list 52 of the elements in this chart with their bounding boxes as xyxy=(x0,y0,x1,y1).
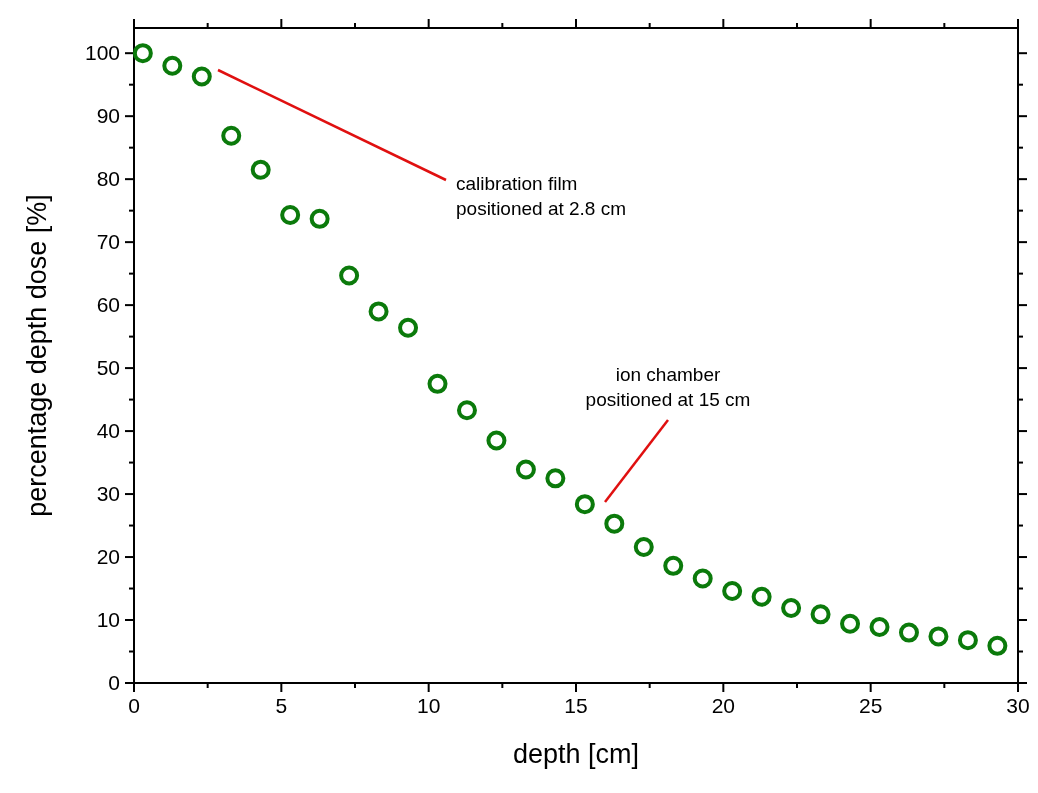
y-tick-label: 80 xyxy=(96,167,120,191)
y-tick-label: 0 xyxy=(108,671,120,694)
point xyxy=(781,598,802,619)
y-tick-label: 10 xyxy=(96,608,120,632)
point xyxy=(486,430,507,451)
x-tick-label: 30 xyxy=(1006,694,1030,717)
y-tick-label: 60 xyxy=(96,293,120,317)
point xyxy=(398,317,419,338)
x-tick-label: 15 xyxy=(564,694,588,717)
point xyxy=(191,66,212,87)
point xyxy=(810,604,831,625)
point xyxy=(456,400,477,421)
y-tick-label: 70 xyxy=(96,230,120,254)
point xyxy=(545,468,566,489)
point xyxy=(869,616,890,637)
point xyxy=(515,459,536,480)
point xyxy=(221,125,242,146)
point xyxy=(250,159,271,180)
point xyxy=(898,622,919,643)
annotation: ion chamber positioned at 15 cm xyxy=(585,364,751,410)
point xyxy=(368,301,389,322)
point xyxy=(751,586,772,607)
point xyxy=(427,373,448,394)
point xyxy=(692,568,713,589)
y-tick-label: 100 xyxy=(84,41,120,65)
annotation: calibration film positioned at 2.8 cm xyxy=(456,173,627,219)
x-tick-label: 5 xyxy=(275,694,288,717)
point xyxy=(663,555,684,576)
y-tick-label: 50 xyxy=(96,356,120,380)
y-axis-title: percentage depth dose [%] xyxy=(22,194,52,517)
y-tick-label: 90 xyxy=(96,104,120,128)
y-tick-label: 40 xyxy=(96,419,120,443)
point xyxy=(574,494,595,515)
point xyxy=(309,208,330,229)
y-tick-label: 20 xyxy=(96,545,120,569)
point xyxy=(987,635,1008,656)
point xyxy=(339,265,360,286)
x-axis-title: depth [cm] xyxy=(512,739,640,769)
point xyxy=(633,536,654,557)
point xyxy=(928,626,949,647)
point xyxy=(957,630,978,651)
x-tick-label: 0 xyxy=(128,694,140,717)
point xyxy=(162,55,183,76)
point xyxy=(280,205,301,226)
point xyxy=(604,513,625,534)
x-tick-label: 25 xyxy=(858,694,883,717)
x-tick-label: 10 xyxy=(416,694,441,717)
y-tick-label: 30 xyxy=(96,482,120,506)
point xyxy=(722,581,743,602)
x-tick-label: 20 xyxy=(711,694,736,717)
point xyxy=(132,43,153,64)
point xyxy=(840,613,861,634)
